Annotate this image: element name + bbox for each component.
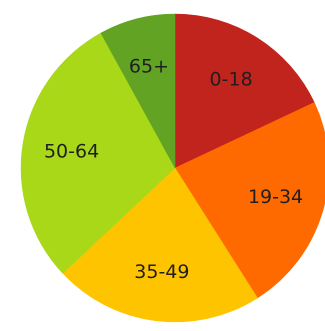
pie-slice-35-49 (62, 167, 258, 323)
pie-labels: 0-18 19-34 35-49 50-64 65+ (44, 56, 303, 283)
pie-label-35-49: 35-49 (134, 261, 189, 283)
pie-slice-50-64 (20, 32, 176, 274)
pie-label-65+: 65+ (129, 56, 169, 78)
pie-slice-65+ (100, 13, 176, 169)
pie-label-19-34: 19-34 (248, 186, 303, 208)
pie-slice-19-34 (174, 102, 325, 299)
pie-label-50-64: 50-64 (44, 141, 99, 163)
pie-slice-0-18 (174, 13, 315, 169)
pie-label-0-18: 0-18 (210, 69, 253, 91)
pie-slices (20, 13, 325, 323)
